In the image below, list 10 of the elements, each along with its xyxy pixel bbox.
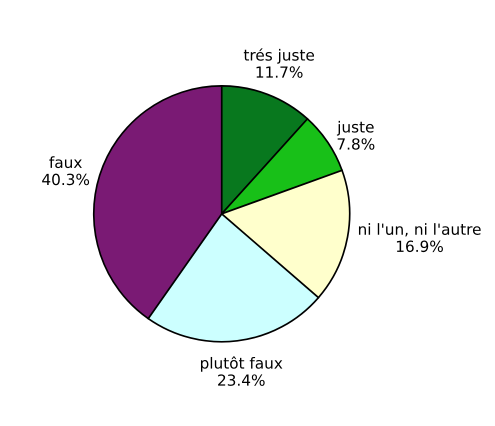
data-label: 7.8%: [338, 138, 374, 150]
slice-label: faux: [49, 156, 82, 168]
data-label: 40.3%: [42, 174, 90, 186]
slice-label: ni l'un, ni l'autre: [358, 223, 481, 237]
slice-label: plutôt faux: [200, 356, 282, 372]
slice-label: trés juste: [244, 48, 314, 64]
data-label: 16.9%: [396, 240, 443, 252]
slice-label: juste: [336, 120, 374, 136]
data-label: 11.7%: [256, 66, 303, 78]
data-label: 23.4%: [218, 374, 265, 386]
